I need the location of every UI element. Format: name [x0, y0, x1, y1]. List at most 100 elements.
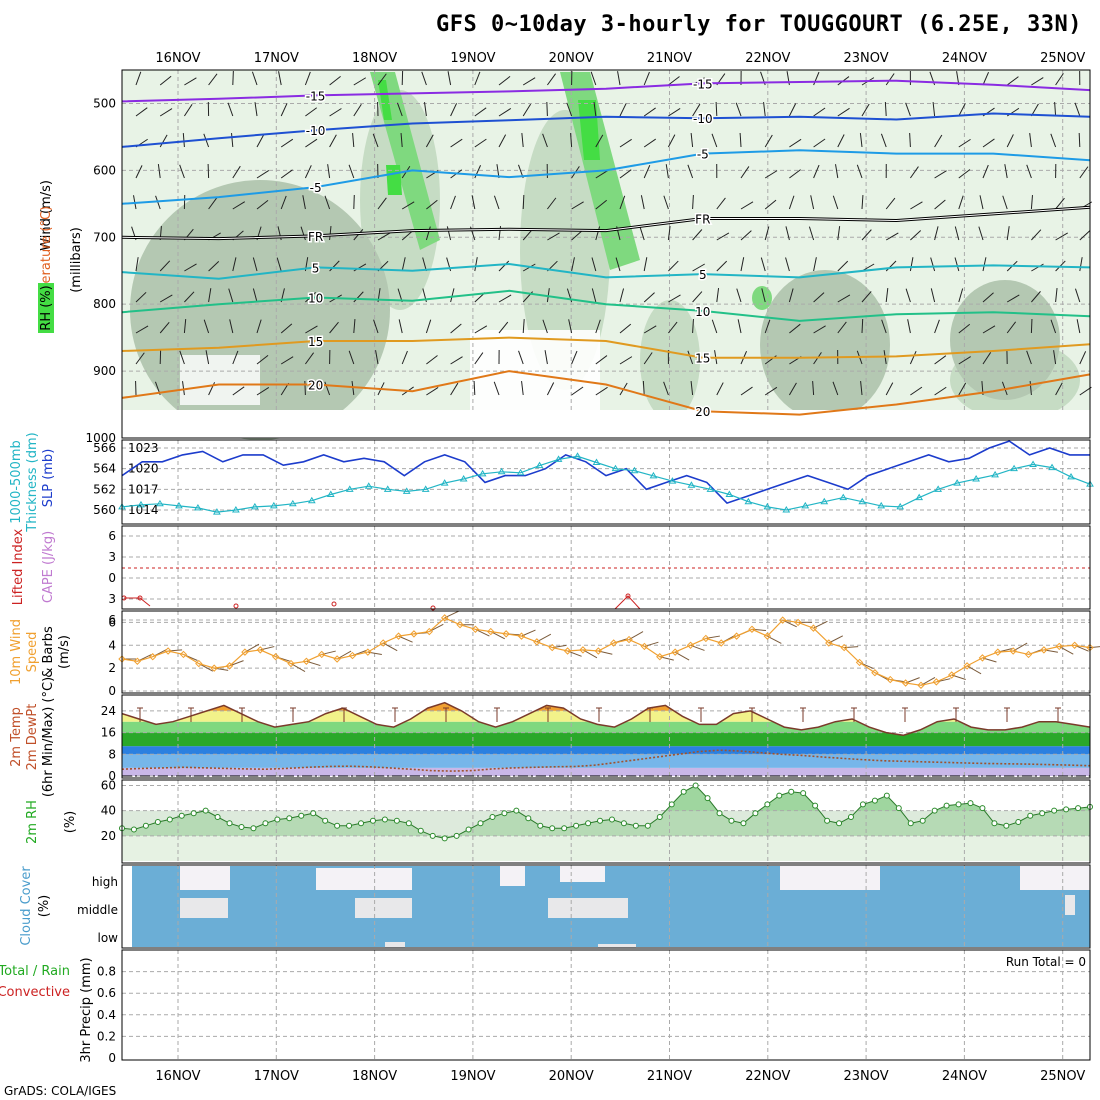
wind-speed-marker	[932, 678, 941, 686]
wind-speed-marker	[440, 614, 449, 622]
wind-barb	[687, 164, 694, 179]
wind-barb	[692, 194, 694, 210]
rh2m-marker	[453, 832, 460, 839]
thickness-marker	[953, 479, 962, 486]
wind-barb	[1030, 318, 1033, 334]
isotherm-line	[121, 262, 1091, 280]
wind-barb	[183, 319, 187, 334]
wind-barb	[522, 77, 536, 86]
wind-barb	[837, 294, 851, 303]
rh2m-marker	[1027, 812, 1034, 819]
panel-rh2m	[121, 779, 1091, 864]
y-tick-label: 600	[93, 163, 116, 177]
y-axis-label: (m/s)	[57, 635, 72, 669]
wind-barb	[474, 165, 482, 179]
wind-barb	[521, 133, 524, 148]
wind-speed-marker	[241, 648, 249, 656]
isotherm-label: -5	[697, 148, 709, 162]
rh2m-marker	[632, 822, 639, 829]
wind-barb	[135, 257, 139, 272]
rh-shading-dark	[950, 280, 1060, 400]
wind-barb	[740, 230, 752, 241]
rh2m-marker	[967, 800, 974, 807]
wind-barb	[643, 257, 648, 272]
lifted-marker	[233, 603, 239, 609]
wind-barb	[1029, 133, 1032, 148]
wind-barb	[813, 257, 817, 272]
y-tick-label: 900	[93, 364, 116, 378]
wind-barb	[930, 257, 936, 272]
wind-barb	[1006, 134, 1014, 148]
wind-speed-marker	[364, 648, 372, 656]
thickness-marker	[991, 470, 999, 478]
date-label-top: 18NOV	[352, 51, 397, 66]
wind-barb	[885, 382, 894, 396]
wind-barb	[687, 350, 694, 365]
wind-speed-marker	[333, 655, 341, 663]
rh2m-marker	[1063, 806, 1070, 813]
wind-barb	[1079, 386, 1092, 396]
wind-barb	[302, 195, 306, 210]
wind-barb	[377, 197, 387, 210]
cloud-gap-low	[598, 944, 636, 948]
wind-barb	[135, 71, 142, 86]
date-label-top: 19NOV	[450, 51, 495, 66]
isotherm-line-inner	[121, 206, 1091, 240]
lifted-marker	[625, 593, 631, 599]
wind-barb	[498, 134, 507, 148]
y-axis-label: 2m Temp	[9, 707, 24, 767]
wind-barb	[619, 103, 627, 117]
thickness-marker	[194, 503, 202, 511]
wind-barb	[808, 226, 815, 241]
wind-speed-marker	[271, 653, 280, 661]
thickness-marker	[554, 455, 563, 462]
wind-barb	[954, 226, 960, 241]
wind-speed-marker	[164, 647, 172, 655]
wind-barb	[740, 201, 754, 210]
rh-shading-max	[578, 100, 600, 160]
wind-speed-marker	[794, 618, 802, 627]
wind-barb	[837, 321, 847, 334]
wind-barb	[617, 71, 621, 86]
wind-barb	[1050, 133, 1057, 148]
cloud-gap-high	[780, 866, 880, 890]
thickness-marker	[1048, 463, 1056, 471]
y-axis-label: Wind (m/s)	[39, 180, 54, 251]
wind-barb	[1031, 229, 1042, 241]
y-tick-label: 3	[108, 592, 116, 606]
wind-barb	[716, 232, 730, 241]
wind-speed-marker	[548, 643, 556, 652]
rh2m-marker	[668, 801, 675, 808]
y-tick-label: 6	[108, 529, 116, 543]
wind-barb	[401, 230, 414, 241]
wind-barb	[1006, 294, 1020, 303]
wind-speed-marker	[210, 664, 218, 672]
wind-barb	[692, 291, 703, 303]
wind-barb	[329, 260, 340, 272]
wind-barb	[934, 170, 947, 179]
wind-speed-marker	[825, 639, 833, 647]
wind-barb	[1074, 102, 1081, 117]
wind-barb	[958, 356, 971, 365]
y-tick-label: 700	[93, 230, 116, 244]
wind-speed-marker	[671, 648, 679, 656]
rh-shading-dark	[760, 270, 890, 420]
rh-shading-dry	[180, 355, 260, 405]
wind-barb	[373, 319, 379, 334]
wind-barb	[788, 288, 794, 303]
y-tick-label: 500	[93, 96, 116, 110]
wind-barb	[256, 170, 270, 179]
rh2m-marker	[859, 801, 866, 808]
isotherm-label: FR	[308, 230, 323, 244]
wind-barb	[736, 288, 742, 303]
wind-speed-marker	[318, 650, 326, 659]
wind-barb	[450, 382, 459, 396]
wind-barb	[788, 382, 797, 396]
wind-barb	[982, 325, 996, 334]
rh2m-marker	[931, 807, 938, 814]
thickness-marker	[137, 500, 145, 508]
wind-barb	[1054, 101, 1057, 117]
wind-barb	[590, 71, 597, 86]
rh-shading-dry	[470, 330, 600, 410]
rh2m-marker	[513, 807, 520, 814]
